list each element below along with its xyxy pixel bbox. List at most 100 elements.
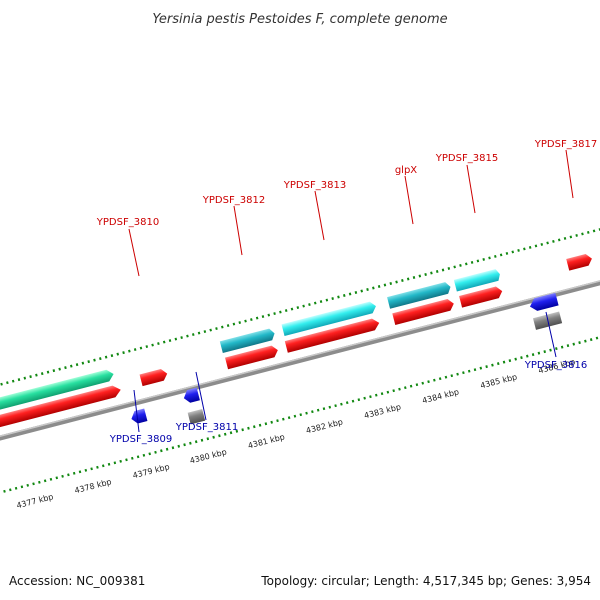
gene-arrow-cyan-3815[interactable] — [453, 268, 502, 292]
outer-ruler-minor-tick — [116, 352, 120, 356]
inner-ruler-minor-tick — [578, 341, 581, 345]
cds-arrow-red-3815[interactable] — [459, 285, 504, 308]
outer-ruler-minor-tick — [302, 304, 305, 308]
inner-ruler-minor-tick — [235, 429, 239, 433]
leader-line-3809 — [133, 389, 140, 433]
inner-ruler-minor-tick — [252, 425, 256, 429]
outer-ruler-minor-tick — [494, 254, 497, 258]
inner-ruler-minor-tick — [537, 351, 541, 355]
leader-line-3817 — [565, 149, 574, 199]
inner-ruler-minor-tick — [125, 458, 128, 462]
cds-arrow-red-3812[interactable] — [225, 344, 279, 370]
gene-label-3809[interactable]: YPDSF_3809 — [109, 434, 172, 445]
outer-ruler-minor-tick — [464, 262, 468, 266]
inner-ruler-minor-tick — [444, 375, 448, 379]
outer-ruler-minor-tick — [453, 265, 456, 269]
leader-line-3815 — [466, 164, 476, 214]
tick-label-4377: 4377 kbp — [16, 492, 55, 510]
outer-ruler-minor-tick — [354, 291, 358, 294]
inner-ruler-minor-tick — [514, 357, 517, 361]
inner-ruler-minor-tick — [589, 338, 593, 342]
inner-ruler-minor-tick — [119, 459, 122, 463]
outer-ruler-minor-tick — [459, 264, 462, 267]
cds-arrow-red-1[interactable] — [0, 384, 122, 432]
inner-ruler-minor-tick — [450, 374, 454, 378]
outer-ruler-minor-tick — [470, 261, 474, 264]
inner-ruler-minor-tick — [485, 365, 488, 369]
outer-ruler-minor-tick — [273, 312, 276, 316]
outer-ruler-minor-tick — [418, 274, 422, 278]
outer-ruler-minor-tick — [325, 298, 329, 302]
gene-label-3816[interactable]: YPDSF_3816 — [524, 360, 587, 371]
inner-ruler-minor-tick — [177, 444, 181, 448]
inner-ruler-minor-tick — [415, 383, 419, 387]
outer-ruler-minor-tick — [81, 361, 85, 365]
outer-ruler-minor-tick — [581, 232, 584, 236]
inner-ruler-minor-tick — [363, 396, 366, 400]
outer-ruler-minor-tick — [546, 241, 549, 245]
leader-line-3812 — [233, 205, 243, 256]
cds-arrow-red-glpx[interactable] — [392, 298, 455, 325]
inner-ruler-minor-tick — [293, 414, 297, 418]
inner-ruler-minor-tick — [520, 356, 523, 360]
cds-arrow-red-3817[interactable] — [566, 253, 593, 271]
inner-ruler-minor-tick — [496, 362, 500, 366]
gene-arrow-cyan-3813[interactable] — [281, 300, 378, 337]
outer-ruler-minor-tick — [35, 373, 38, 377]
tick-label-4383: 4383 kbp — [363, 402, 402, 420]
gene-block-gray-3811[interactable] — [187, 408, 206, 425]
gene-label-3810[interactable]: YPDSF_3810 — [96, 217, 159, 228]
inner-ruler-minor-tick — [194, 440, 198, 444]
inner-ruler-minor-tick — [531, 353, 535, 357]
outer-ruler-minor-tick — [557, 238, 561, 242]
outer-ruler-minor-tick — [343, 294, 346, 297]
outer-ruler-minor-tick — [284, 309, 288, 313]
tick-label-4384: 4384 kbp — [421, 387, 460, 405]
outer-ruler-minor-tick — [389, 282, 393, 285]
inner-ruler-minor-tick — [340, 402, 343, 406]
inner-ruler-minor-tick — [473, 368, 477, 372]
inner-ruler-minor-tick — [72, 471, 76, 475]
gene-label-3811[interactable]: YPDSF_3811 — [175, 422, 238, 433]
cds-arrow-red-3813[interactable] — [284, 317, 381, 353]
outer-ruler-minor-tick — [174, 337, 178, 341]
outer-ruler-minor-tick — [244, 319, 247, 323]
inner-ruler-minor-tick — [183, 443, 186, 447]
gene-arrow-blue-3809[interactable] — [130, 408, 148, 424]
outer-ruler-minor-tick — [366, 288, 369, 291]
outer-ruler-minor-tick — [563, 236, 567, 240]
gene-label-glpx[interactable]: glpX — [395, 165, 417, 176]
outer-ruler-minor-tick — [133, 348, 137, 352]
inner-ruler-minor-tick — [572, 342, 576, 346]
cds-arrow-red-3810[interactable] — [139, 368, 169, 387]
outer-ruler-minor-tick — [313, 301, 317, 305]
gene-arrow-blue-3816[interactable] — [528, 292, 559, 313]
gene-arrow-teal-3812[interactable] — [219, 328, 276, 354]
outer-ruler-minor-tick — [168, 339, 172, 343]
outer-ruler-minor-tick — [46, 370, 50, 374]
inner-ruler-minor-tick — [229, 431, 233, 435]
outer-ruler-minor-tick — [6, 381, 9, 385]
outer-ruler-minor-tick — [488, 256, 491, 260]
inner-ruler-minor-tick — [369, 395, 372, 399]
outer-ruler-minor-tick — [267, 313, 271, 317]
inner-ruler-minor-tick — [479, 366, 483, 370]
gene-arrow-teal-glpx[interactable] — [387, 281, 452, 309]
inner-ruler-minor-tick — [107, 462, 111, 466]
gene-arrow-blue-3811[interactable] — [182, 387, 200, 404]
inner-ruler-minor-tick — [351, 399, 355, 403]
outer-ruler-minor-tick — [348, 292, 352, 296]
inner-ruler-minor-tick — [380, 392, 384, 396]
outer-ruler-minor-tick — [255, 316, 259, 320]
gene-label-3815[interactable]: YPDSF_3815 — [435, 153, 498, 164]
outer-ruler-minor-tick — [58, 367, 61, 371]
outer-ruler-minor-tick — [203, 330, 207, 334]
outer-ruler-minor-tick — [482, 258, 485, 261]
gene-label-3817[interactable]: YPDSF_3817 — [534, 139, 597, 150]
outer-ruler-minor-tick — [157, 342, 160, 346]
outer-ruler-minor-tick — [110, 354, 114, 358]
inner-ruler-minor-tick — [20, 485, 24, 489]
gene-label-3813[interactable]: YPDSF_3813 — [283, 180, 346, 191]
gene-arrow-green[interactable] — [0, 368, 115, 416]
gene-label-3812[interactable]: YPDSF_3812 — [202, 195, 265, 206]
